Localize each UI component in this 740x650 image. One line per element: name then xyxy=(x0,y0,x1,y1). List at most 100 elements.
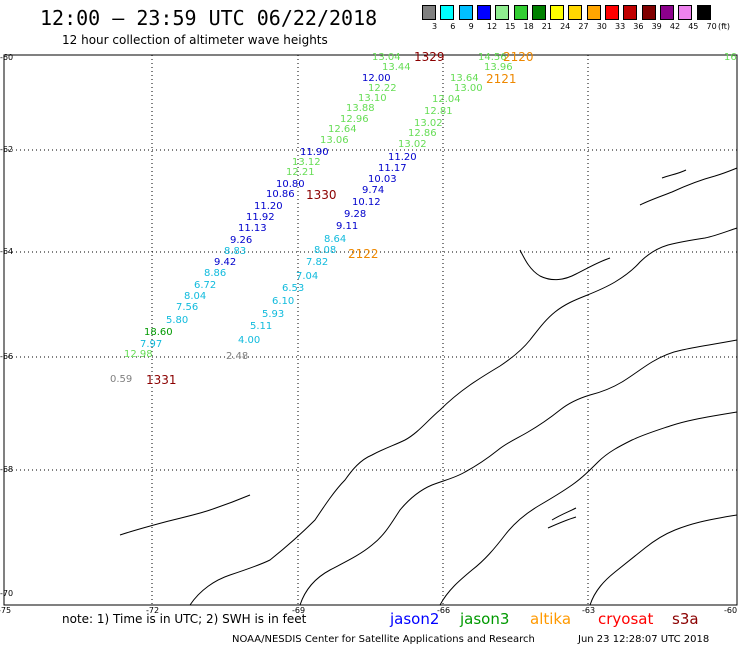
generation-timestamp: Jun 23 12:28:07 UTC 2018 xyxy=(578,634,710,645)
wave-height-value: 11.92 xyxy=(246,212,275,223)
wave-height-value: 7.97 xyxy=(140,339,163,350)
color-scale-tick: 70 xyxy=(706,22,717,31)
pass-number-label: 1329 xyxy=(414,50,445,64)
coastline xyxy=(119,167,738,606)
wave-height-value: 12.96 xyxy=(340,114,369,125)
longitude-label: -75 xyxy=(0,606,12,615)
wave-height-value: 6.10 xyxy=(272,296,295,307)
color-scale-tick: 27 xyxy=(578,22,589,31)
color-swatch xyxy=(440,5,455,20)
wave-height-value: 9.42 xyxy=(214,257,237,268)
latitude-label: -62 xyxy=(0,145,14,154)
wave-height-value: 9.28 xyxy=(344,209,367,220)
wave-height-value: 13.02 xyxy=(414,118,443,129)
wave-height-value: 11.17 xyxy=(378,163,407,174)
longitude-label: -60 xyxy=(724,606,738,615)
color-scale-tick: 6 xyxy=(450,22,456,31)
mission-label-jason2: jason2 xyxy=(390,610,440,628)
color-scale-tick: 33 xyxy=(615,22,626,31)
color-scale-tick: 30 xyxy=(596,22,607,31)
wave-height-value: 7.82 xyxy=(306,257,329,268)
wave-height-value: 13.64 xyxy=(450,73,479,84)
latitude-label: -60 xyxy=(0,53,14,62)
color-scale-tick: 3 xyxy=(432,22,438,31)
color-scale-tick: 21 xyxy=(541,22,552,31)
wave-height-value: 9.74 xyxy=(362,185,385,196)
wave-height-value: 12.00 xyxy=(362,73,391,84)
wave-height-value: 11.20 xyxy=(388,152,417,163)
mission-label-cryosat: cryosat xyxy=(598,610,654,628)
wave-height-value: 12.81 xyxy=(424,106,453,117)
map-frame xyxy=(3,54,738,606)
color-swatch xyxy=(568,5,583,20)
longitude-label: -63 xyxy=(582,606,596,615)
color-swatch xyxy=(678,5,693,20)
wave-height-value: 6.72 xyxy=(194,280,217,291)
mission-label-s3a: s3a xyxy=(672,610,699,628)
longitude-label: -66 xyxy=(437,606,451,615)
wave-height-value: 14.56 xyxy=(478,52,507,63)
color-swatch xyxy=(696,5,711,20)
wave-height-value: 9.26 xyxy=(230,235,253,246)
wave-height-value: 13.06 xyxy=(320,135,349,146)
wave-height-value: 12.21 xyxy=(286,167,315,178)
wave-height-value: 8.64 xyxy=(324,234,347,245)
pass-number-label: 1331 xyxy=(146,373,177,387)
wave-height-value: 13.04 xyxy=(372,52,401,63)
color-scale-tick: 24 xyxy=(560,22,571,31)
color-swatch xyxy=(659,5,674,20)
wave-height-value: 13.10 xyxy=(358,93,387,104)
color-scale-tick: 15 xyxy=(505,22,516,31)
longitude-label: -72 xyxy=(146,606,160,615)
wave-height-value: 5.11 xyxy=(250,321,273,332)
color-scale-tick: 36 xyxy=(633,22,644,31)
pass-number-label: 2120 xyxy=(503,50,534,64)
color-scale-tick: 9 xyxy=(468,22,474,31)
latitude-label: -68 xyxy=(0,465,14,474)
color-scale-tick: 42 xyxy=(669,22,681,31)
pass-number-label: 2122 xyxy=(348,247,379,261)
map-subtitle: 12 hour collection of altimeter wave hei… xyxy=(62,33,328,47)
wave-height-value: 4.00 xyxy=(238,335,261,346)
color-swatch xyxy=(641,5,656,20)
wave-height-value: 10.86 xyxy=(266,189,295,200)
credit-text: NOAA/NESDIS Center for Satellite Applica… xyxy=(232,634,535,645)
longitude-label: -69 xyxy=(292,606,306,615)
graticule xyxy=(4,55,737,605)
wave-height-value: 18.60 xyxy=(144,327,173,338)
wave-height-value: 2.48 xyxy=(226,351,249,362)
color-scale-tick: 12 xyxy=(486,22,498,31)
mission-label-altika: altika xyxy=(530,610,572,628)
color-swatch xyxy=(513,5,528,20)
color-swatch xyxy=(623,5,638,20)
wave-height-value: 0.59 xyxy=(110,374,133,385)
wave-height-value: 12.86 xyxy=(408,128,437,139)
wave-height-value: 10.80 xyxy=(276,179,305,190)
wave-height-value: 11.90 xyxy=(300,147,329,158)
color-scale-unit: (ft) xyxy=(718,22,731,31)
wave-height-value: 12.04 xyxy=(432,94,461,105)
wave-height-value: 13.44 xyxy=(382,62,411,73)
wave-height-value: 10.12 xyxy=(352,197,381,208)
color-scale-tick: 18 xyxy=(523,22,534,31)
color-scale-tick: 39 xyxy=(651,22,662,31)
wave-height-value: 13.96 xyxy=(484,62,513,73)
wave-height-value: 13.00 xyxy=(454,83,483,94)
wave-height-value: 12.22 xyxy=(368,83,397,94)
wave-height-value: 16 xyxy=(724,52,737,63)
wave-height-value: 8.83 xyxy=(224,246,247,257)
wave-height-value: 11.13 xyxy=(238,223,267,234)
color-swatch xyxy=(550,5,565,20)
wave-height-value: 13.88 xyxy=(346,103,375,114)
pass-number-label: 1330 xyxy=(306,188,337,202)
mission-label-jason3: jason3 xyxy=(460,610,510,628)
footer-note: note: 1) Time is in UTC; 2) SWH is in fe… xyxy=(62,612,307,626)
pass-number-label: 2121 xyxy=(486,72,517,86)
wave-height-value: 7.56 xyxy=(176,302,199,313)
color-swatch xyxy=(422,5,436,20)
wave-height-value: 6.53 xyxy=(282,283,305,294)
color-swatch xyxy=(586,5,601,20)
wave-height-value: 11.20 xyxy=(254,201,283,212)
